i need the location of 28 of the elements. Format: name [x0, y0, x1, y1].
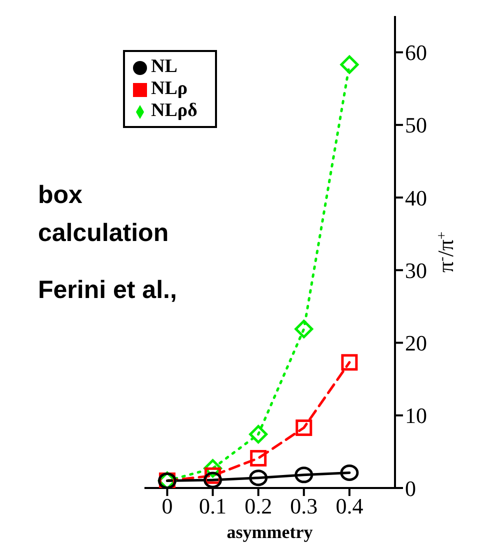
- point: [249, 470, 268, 486]
- y2-tick-label: 20: [405, 330, 427, 356]
- point: [340, 464, 359, 481]
- point: [341, 354, 358, 371]
- y2-tick-label: 60: [405, 40, 427, 66]
- x-tick-label: 0.2: [244, 494, 272, 519]
- point: [250, 450, 267, 466]
- legend-label: NLρδ: [151, 100, 198, 121]
- point: [294, 466, 314, 484]
- x-tick-label: 0.4: [336, 494, 364, 519]
- annotation: box calculation: [38, 180, 170, 249]
- legend-label: NLρ: [151, 78, 188, 99]
- x-tick-label: 0.1: [199, 494, 227, 519]
- x-axis-title: asymmetry: [226, 522, 313, 542]
- annotation: Ferini et al.,: [38, 275, 178, 306]
- point: [249, 425, 268, 444]
- point: [340, 55, 359, 74]
- y2-tick-label: 10: [405, 403, 427, 428]
- y2-tick-label: 30: [405, 258, 427, 283]
- x-tick-label: 0.3: [290, 494, 318, 519]
- x-tick-label: 0: [162, 494, 173, 519]
- point: [204, 472, 222, 488]
- y2-tick-label: 40: [405, 185, 427, 210]
- legend-label: NL: [151, 56, 178, 77]
- y2-tick-label: 50: [405, 112, 427, 138]
- point: [294, 320, 314, 338]
- point: [296, 419, 312, 436]
- y2-tick-label: 0: [405, 476, 416, 501]
